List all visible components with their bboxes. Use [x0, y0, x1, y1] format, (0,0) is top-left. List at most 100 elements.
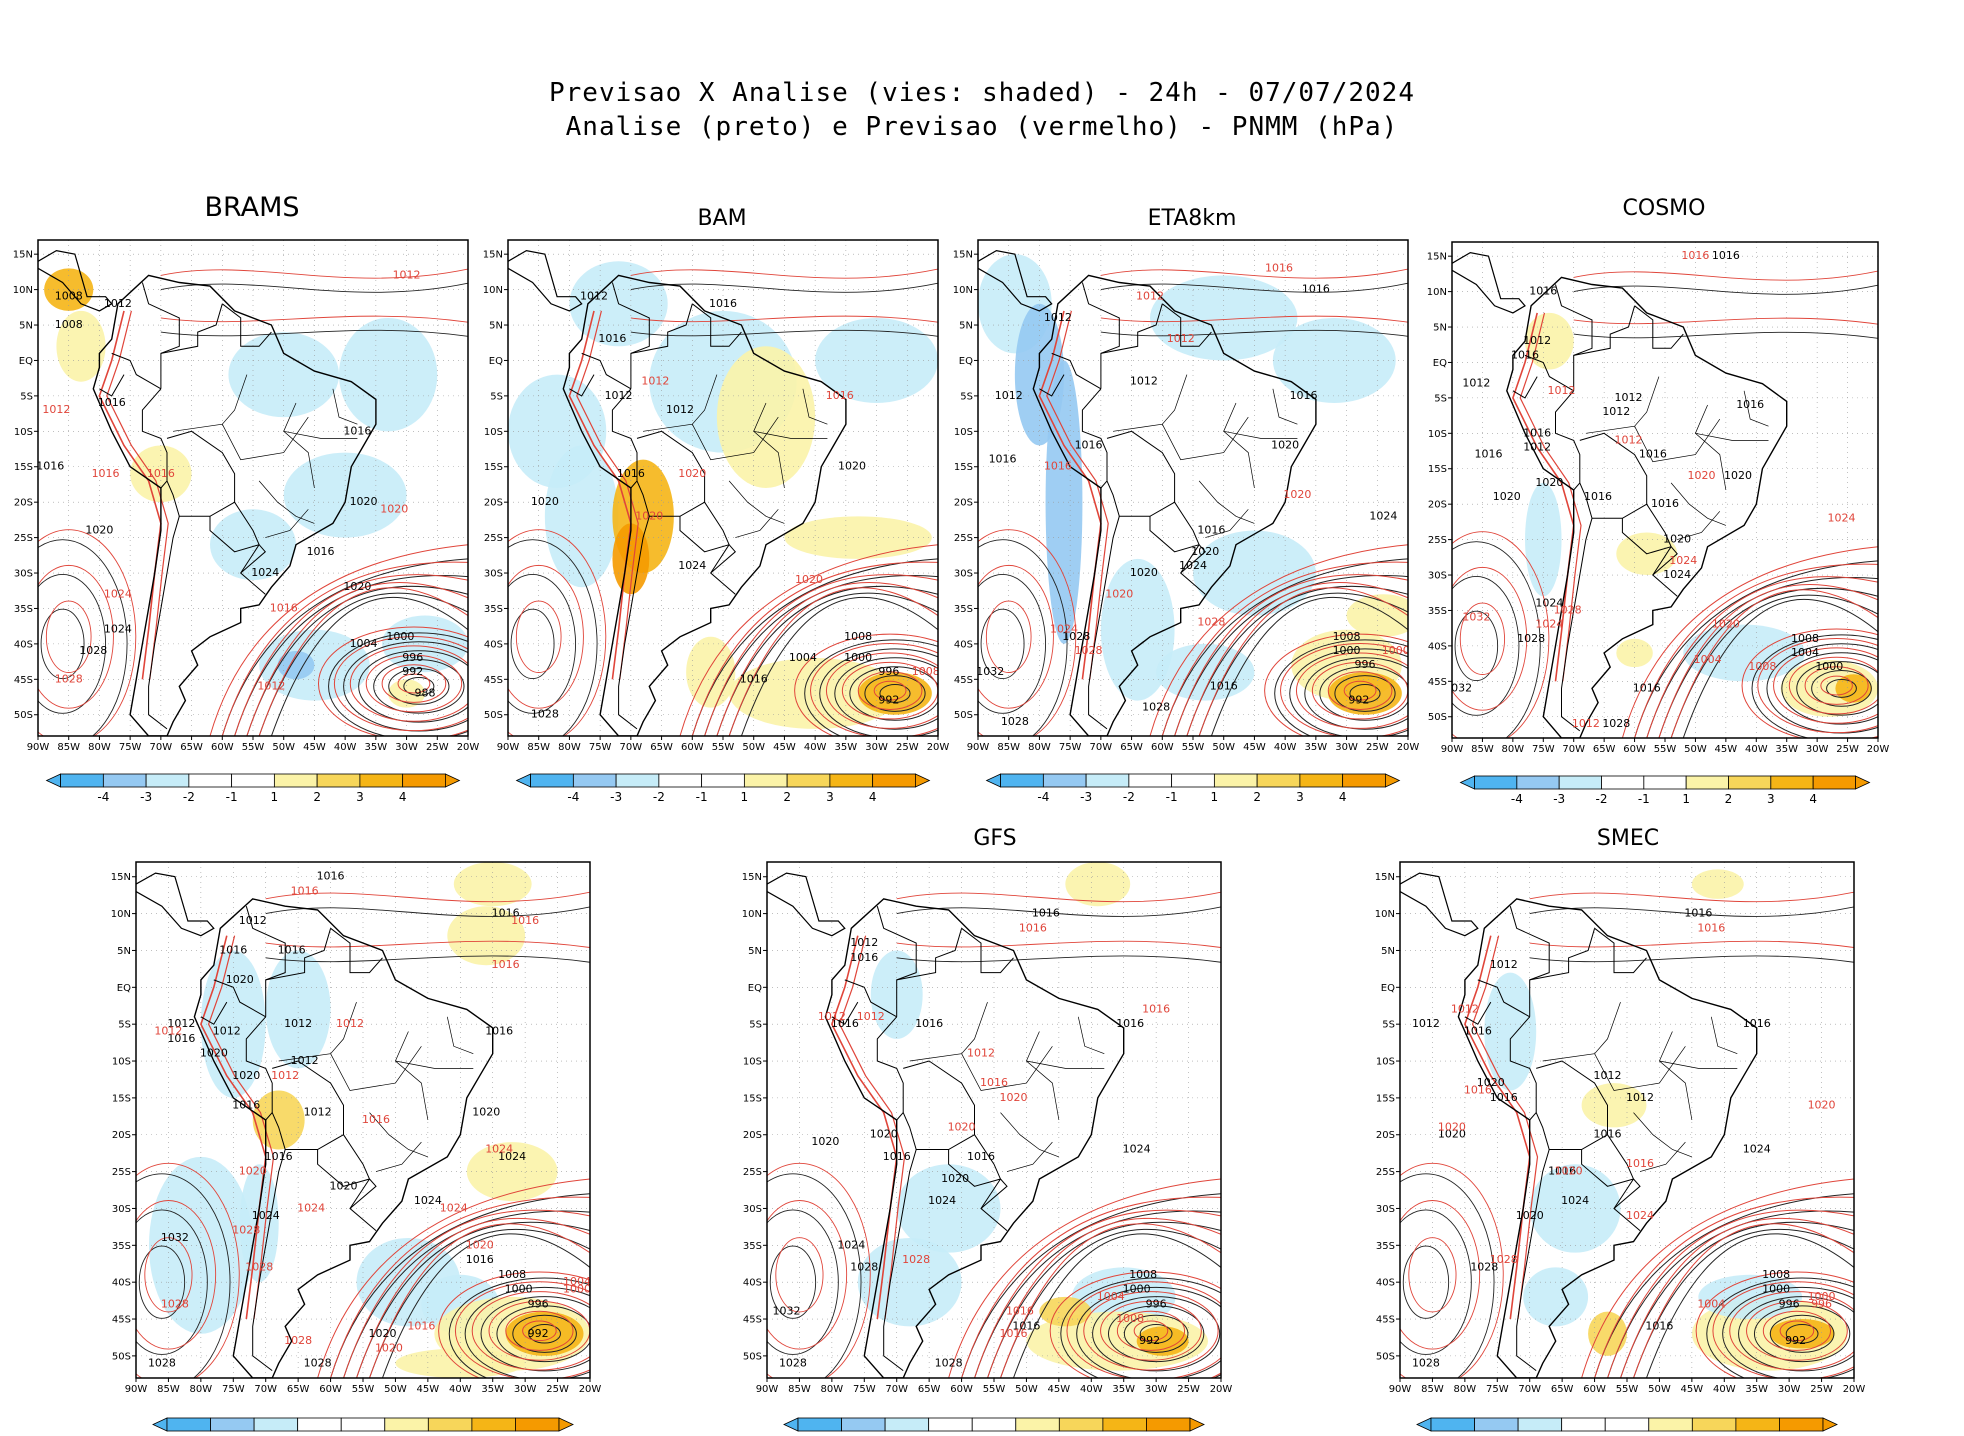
isobar-analysis — [1402, 1245, 1450, 1319]
contour-label-analysis: 1012 — [850, 936, 878, 949]
isobar-analysis — [369, 1228, 590, 1378]
lon-tick-label: 80W — [558, 742, 581, 753]
bias-shade — [1328, 672, 1402, 715]
bias-shade — [857, 1237, 962, 1327]
isobar-forecast — [1594, 1196, 1854, 1378]
isobar-forecast — [1757, 637, 1878, 734]
lat-tick-label: 45S — [14, 675, 33, 686]
isobar-analysis — [1682, 598, 1878, 738]
contour-label-analysis: 1028 — [304, 1356, 332, 1369]
state-border — [1077, 1016, 1105, 1055]
country-border — [883, 1149, 917, 1371]
lat-tick-label: 15N — [953, 250, 973, 261]
contour-label-analysis: 1016 — [1012, 1319, 1040, 1332]
colorbar-segment — [1299, 773, 1344, 788]
isobar-forecast — [508, 529, 607, 736]
contour-label-analysis: 1016 — [1475, 448, 1503, 461]
isobar-forecast — [1773, 647, 1878, 724]
country-border — [1464, 1001, 1492, 1025]
lat-tick-label: 20S — [112, 1130, 131, 1141]
contour-label-analysis: 1020 — [1130, 566, 1158, 579]
colorbar-label: -1 — [335, 1434, 347, 1436]
isobar-forecast — [985, 600, 1032, 673]
lon-tick-label: 25W — [426, 742, 449, 753]
country-border — [1573, 305, 1636, 356]
isobar-analysis — [819, 648, 938, 736]
contour-label-analysis: 1024 — [252, 1209, 280, 1222]
contour-label-analysis: 1024 — [928, 1194, 956, 1207]
colorbar-segment — [797, 1417, 842, 1432]
contour-label-analysis: 1016 — [1075, 438, 1103, 451]
lat-tick-label: 5N — [748, 946, 762, 957]
lon-tick-label: 35W — [365, 742, 388, 753]
isobar-forecast — [1198, 587, 1408, 736]
isobar-analysis — [691, 558, 938, 736]
contour-label-analysis: 1028 — [779, 1356, 807, 1369]
contour-label-analysis: 996 — [1146, 1297, 1167, 1310]
lat-tick-label: 15N — [1375, 872, 1395, 883]
bias-shade — [1581, 1083, 1647, 1128]
contour-label-analysis: 1016 — [98, 396, 126, 409]
colorbar-segment — [884, 1417, 930, 1432]
isobar-analysis — [728, 592, 938, 736]
contour-label-analysis: 1012 — [666, 403, 694, 416]
state-border — [909, 1001, 988, 1062]
colorbar-segment — [1213, 773, 1258, 788]
country-border — [581, 352, 632, 390]
colorbar-segment — [515, 1417, 560, 1432]
lon-tick-label: 85W — [788, 1384, 811, 1395]
contour-label-analysis: 988 — [415, 686, 436, 699]
lat-tick-label: 5S — [1382, 1020, 1395, 1031]
country-border — [99, 374, 125, 397]
colorbar-arrow-right — [1855, 775, 1871, 790]
colorbar-arrow-left — [1459, 775, 1475, 790]
isobar-analysis — [1658, 587, 1878, 738]
contour-label-analysis: 1012 — [213, 1025, 241, 1038]
isobar-forecast — [1620, 1217, 1854, 1378]
bias-shade — [382, 615, 468, 673]
contour-label-forecast: 1028 — [1490, 1253, 1518, 1266]
contour-label-analysis: 1012 — [995, 389, 1023, 402]
bias-shade — [612, 523, 650, 595]
lon-tick-label: 20W — [1397, 742, 1420, 753]
state-border — [369, 1112, 429, 1158]
contour-label-analysis: 1012 — [239, 914, 267, 927]
contour-label-analysis: 1004 — [350, 637, 378, 650]
contour-label-analysis: 996 — [878, 665, 899, 678]
lon-tick-label: 90W — [967, 742, 990, 753]
colorbar-segment — [231, 773, 275, 788]
colorbar-label: 2 — [1689, 1434, 1697, 1436]
isobar-forecast — [343, 1209, 590, 1378]
contour-label-analysis: 992 — [1139, 1334, 1160, 1347]
bias-shade — [1484, 972, 1537, 1091]
lon-tick-label: 75W — [222, 1384, 245, 1395]
bias-shade — [56, 310, 106, 382]
colorbar-label: 2 — [1253, 790, 1261, 804]
isobar-forecast — [508, 564, 584, 709]
isobar-analysis — [1198, 592, 1408, 736]
isobar-forecast — [1471, 935, 1539, 1320]
contour-label-analysis: 1016 — [1210, 679, 1238, 692]
contour-label-analysis: 1016 — [36, 460, 64, 473]
contour-label-forecast: 1016 — [492, 958, 520, 971]
contour-label-forecast: 1016 — [92, 467, 120, 480]
isobar-forecast — [136, 1162, 240, 1378]
lon-tick-label: 50W — [384, 1384, 407, 1395]
contour-label-forecast: 1028 — [161, 1297, 189, 1310]
lat-tick-label: 35S — [1376, 1241, 1395, 1252]
contour-label-forecast: 1012 — [1136, 290, 1164, 303]
isobar-analysis — [1454, 610, 1499, 682]
isobar-analysis — [138, 1245, 186, 1319]
isobar-analysis — [978, 539, 1068, 736]
bias-shade — [1683, 624, 1805, 682]
state-border — [1710, 1016, 1738, 1055]
colorbar-segment — [928, 1417, 973, 1432]
isobar-forecast — [1049, 1271, 1221, 1378]
colorbar-label: -3 — [610, 790, 622, 804]
lat-tick-label: 25S — [1428, 535, 1447, 546]
lon-tick-label: 60W — [319, 1384, 342, 1395]
lon-tick-label: 30W — [1335, 742, 1358, 753]
lat-tick-label: 40S — [954, 639, 973, 650]
isobar-analysis — [1289, 648, 1408, 736]
